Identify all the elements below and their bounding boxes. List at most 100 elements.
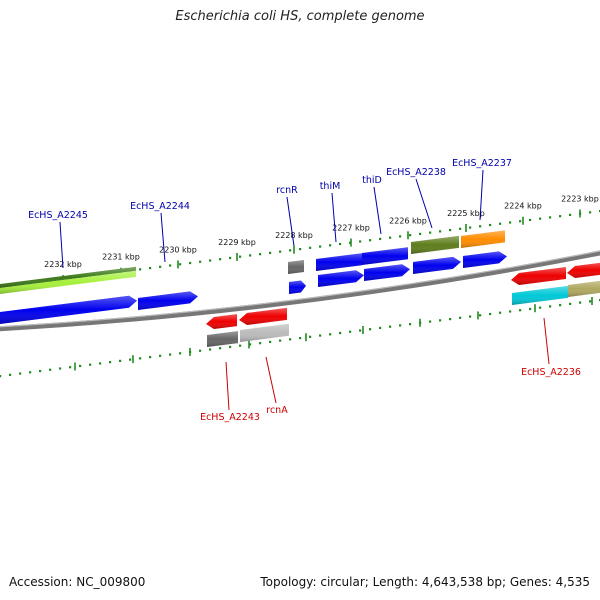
label-leader-line — [160, 212, 166, 263]
ruler-dot — [89, 363, 92, 366]
ruler-dot — [499, 311, 502, 314]
ruler-dot — [469, 226, 472, 229]
ruler-dot — [569, 213, 572, 216]
gene-thiM-outer-shade — [316, 253, 362, 271]
ruler-dot — [219, 258, 222, 261]
ruler-dot — [379, 326, 382, 330]
label-leader-line — [225, 361, 230, 411]
gene-EcHS_A2236-outer-shade — [512, 285, 568, 305]
ruler-dot — [59, 367, 62, 370]
gene-label[interactable]: EcHS_A2244 — [130, 201, 190, 212]
ruler-dot — [9, 373, 12, 376]
ruler-dot — [349, 330, 352, 333]
gene-rcnA-outer-shade — [240, 323, 289, 342]
ruler-dot — [309, 246, 312, 249]
ruler-dot — [199, 349, 202, 352]
ruler-dot — [229, 256, 232, 260]
label-leader-line — [415, 178, 433, 229]
cds-next-shade — [567, 262, 600, 278]
ruler-dot — [99, 362, 102, 365]
ruler-dot — [399, 235, 402, 238]
gene-next-outer-shade — [568, 280, 600, 297]
gene-label[interactable]: EcHS_A2245 — [28, 210, 88, 221]
ruler-dot — [29, 371, 32, 374]
ruler-dot — [279, 250, 282, 253]
ruler-dot — [169, 353, 172, 356]
ruler-dot — [139, 357, 142, 360]
genome-backbone — [0, 250, 600, 332]
ruler-dot — [529, 218, 532, 222]
cds-EcHS_A2243-shade — [206, 314, 237, 329]
gene-label[interactable]: thiM — [320, 181, 341, 192]
ruler-dot — [49, 368, 52, 371]
ruler-dot — [559, 215, 562, 218]
ruler-tick-label: 2225 kbp — [447, 209, 485, 218]
genome-title: Escherichia coli HS, complete genome — [175, 9, 425, 24]
ruler-dot — [179, 263, 182, 266]
cds-rcnA-shade — [239, 307, 287, 325]
gene-EcHS_A2238-outer-shade — [411, 235, 459, 254]
ruler-dot — [169, 264, 172, 267]
ruler-dot — [589, 211, 592, 214]
ruler-dot — [419, 232, 422, 235]
gene-label[interactable]: EcHS_A2243 — [200, 412, 260, 423]
ruler-dot — [559, 304, 562, 307]
ruler-dot — [569, 302, 572, 305]
reverse-ruler — [0, 296, 600, 378]
ruler-tick-label: 2230 kbp — [159, 245, 197, 254]
ruler-dot — [329, 333, 332, 336]
ruler-dot — [209, 348, 212, 351]
gene-label[interactable]: rcnR — [276, 185, 298, 196]
ruler-dot — [429, 320, 432, 323]
ruler-dot — [459, 227, 462, 230]
ruler-dot — [249, 343, 252, 346]
gene-label[interactable]: EcHS_A2236 — [521, 367, 581, 378]
cds-EcHS_A2245-shade — [0, 295, 137, 324]
gene-label[interactable]: EcHS_A2238 — [386, 167, 446, 178]
cds-EcHS_A2238-shade — [413, 256, 461, 274]
accession-text: Accession: NC_009800 — [9, 575, 146, 589]
ruler-dot — [409, 323, 412, 326]
ruler-dot — [69, 366, 72, 369]
ruler-dot — [369, 239, 372, 242]
ruler-dot — [279, 339, 282, 342]
gene-label[interactable]: rcnA — [266, 405, 288, 416]
ruler-dot — [219, 347, 222, 350]
label-leader-line — [286, 196, 295, 247]
gene-EcHS_A2243-outer-shade — [207, 331, 238, 347]
ruler-dot — [549, 216, 552, 219]
ruler-dot — [449, 228, 452, 232]
gene-label[interactable]: EcHS_A2237 — [452, 158, 512, 169]
ruler-dot — [189, 261, 192, 265]
ruler-dot — [119, 359, 122, 362]
ruler-dot — [359, 240, 362, 243]
gene-labels: EcHS_A2245 EcHS_A2244 rcnR thiM thiD EcHS_A22… — [28, 158, 581, 423]
ruler-tick-label: 2226 kbp — [389, 216, 427, 225]
ruler-dot — [439, 319, 442, 322]
cds-EcHS_A2244-shade — [138, 291, 198, 310]
ruler-dot — [539, 306, 542, 309]
ruler-dot — [299, 247, 302, 251]
ruler-dot — [179, 352, 182, 355]
ruler-dot — [109, 361, 112, 364]
ruler-dot — [379, 237, 382, 241]
cds-rcnR-shade — [289, 280, 306, 294]
ruler-dot — [509, 310, 512, 313]
ruler-dot — [259, 342, 262, 345]
label-leader-line — [373, 186, 382, 235]
gene-label[interactable]: thiD — [362, 175, 382, 186]
ruler-tick-label: 2227 kbp — [332, 224, 370, 233]
ruler-dot — [229, 345, 232, 349]
ruler-dot — [469, 315, 472, 318]
ruler-dot — [489, 312, 492, 316]
ruler-dot — [479, 314, 482, 317]
ruler-dot — [269, 340, 272, 343]
ruler-dot — [79, 364, 82, 368]
ruler-dot — [289, 249, 292, 252]
label-leader-line — [479, 169, 484, 221]
ruler-dot — [159, 265, 162, 268]
ruler-dot — [319, 334, 322, 337]
ruler-dot — [489, 223, 492, 227]
ruler-tick-label: 2229 kbp — [218, 238, 256, 247]
